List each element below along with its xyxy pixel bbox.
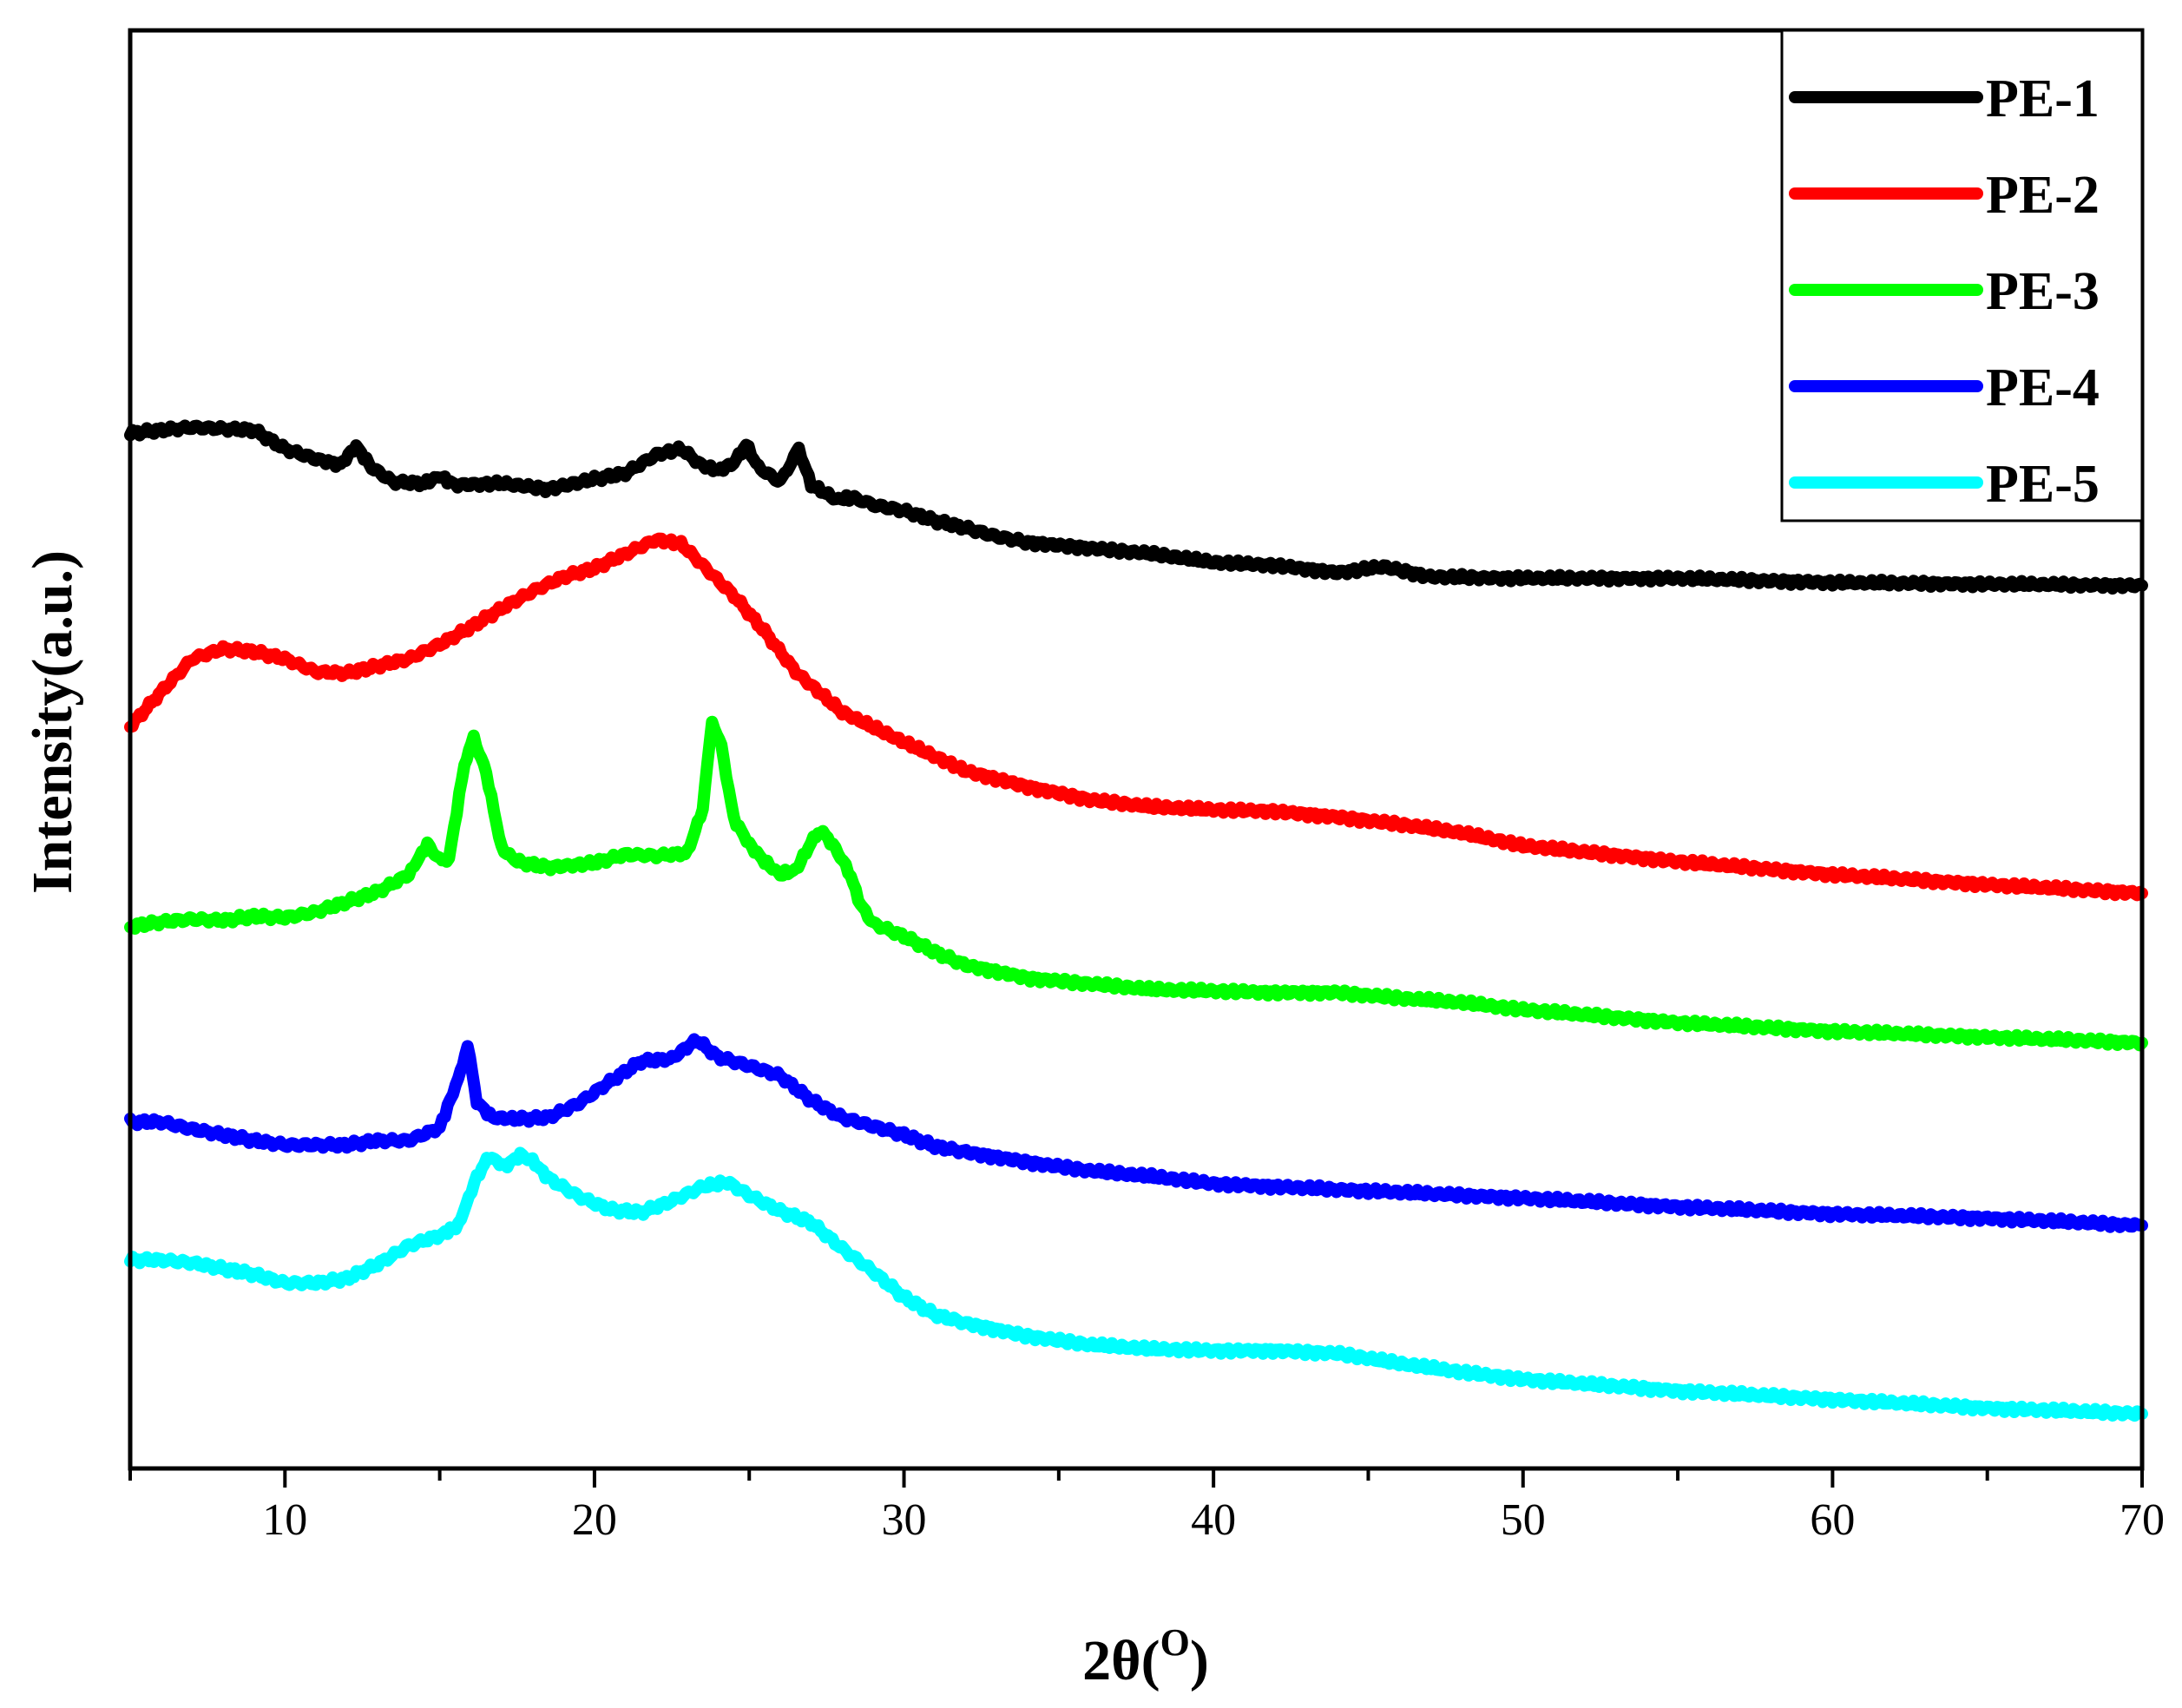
x-tick-label-40: 40 <box>1191 1495 1236 1545</box>
x-axis-title-main: 2θ( <box>1082 1629 1160 1692</box>
legend-label-pe-2: PE-2 <box>1986 166 2100 225</box>
legend-label-pe-3: PE-3 <box>1986 262 2100 321</box>
x-axis-ticks <box>128 1468 2144 1488</box>
legend-label-pe-4: PE-4 <box>1986 358 2100 417</box>
legend: PE-1 PE-2 PE-3 PE-4 PE-5 <box>1780 29 2144 522</box>
legend-label-pe-1: PE-1 <box>1986 69 2100 128</box>
x-axis-tick-labels: 10 20 30 40 50 60 70 <box>262 1495 2165 1545</box>
series-line-pe-5 <box>124 1146 2148 1422</box>
plot-frame <box>128 28 2145 1471</box>
x-axis-title-superscript: O <box>1160 1621 1190 1664</box>
x-tick-label-30: 30 <box>882 1495 927 1545</box>
x-tick-label-10: 10 <box>262 1495 307 1545</box>
legend-box <box>1780 29 2144 522</box>
series-line-pe-3 <box>124 715 2148 1052</box>
y-axis-title: Intensity(a.u.) <box>21 550 84 894</box>
legend-label-pe-5: PE-5 <box>1986 455 2100 514</box>
series-line-pe-2 <box>124 532 2148 902</box>
series-line-pe-1 <box>124 419 2148 595</box>
x-axis-title: 2θ(O) <box>1082 1621 1209 1692</box>
x-tick-label-70: 70 <box>2120 1495 2165 1545</box>
legend-items: PE-1 PE-2 PE-3 PE-4 PE-5 <box>1789 69 2100 514</box>
series-layer <box>124 419 2148 1422</box>
x-tick-label-60: 60 <box>1810 1495 1855 1545</box>
x-axis-title-close: ) <box>1190 1629 1209 1692</box>
x-tick-label-20: 20 <box>572 1495 617 1545</box>
x-tick-label-50: 50 <box>1501 1495 1546 1545</box>
series-line-pe-4 <box>124 1033 2148 1233</box>
